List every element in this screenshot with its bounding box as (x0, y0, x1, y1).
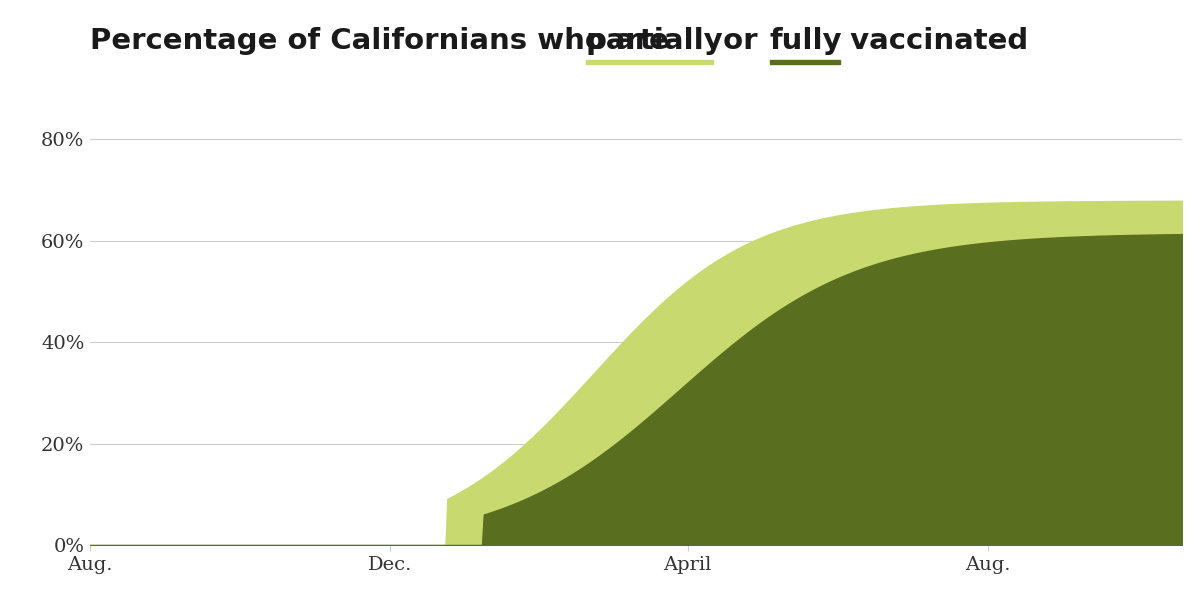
Text: partially: partially (586, 27, 724, 55)
Text: Percentage of Californians who are: Percentage of Californians who are (90, 27, 679, 55)
Text: or: or (713, 27, 768, 55)
Text: vaccinated: vaccinated (840, 27, 1028, 55)
Text: fully: fully (769, 27, 842, 55)
